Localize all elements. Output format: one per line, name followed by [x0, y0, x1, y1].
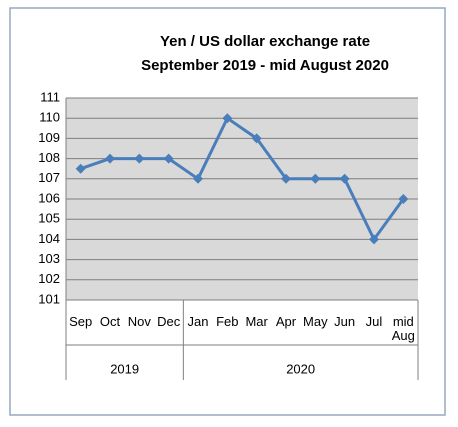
- data-point: [222, 113, 233, 124]
- y-tick-label: 101: [38, 291, 60, 306]
- data-point: [163, 153, 174, 164]
- data-point: [251, 133, 262, 144]
- data-point: [310, 173, 321, 184]
- y-tick-label: 111: [40, 89, 60, 104]
- x-tick-label: Nov: [127, 314, 151, 329]
- y-tick-label: 104: [38, 231, 60, 246]
- y-tick-label: 103: [38, 251, 60, 266]
- x-tick-label: May: [303, 314, 328, 329]
- x-tick-label: Jan: [187, 314, 209, 329]
- x-tick-label: mid Aug: [391, 314, 415, 343]
- x-tick-label: Apr: [275, 314, 297, 329]
- x-tick-label: Sep: [69, 314, 93, 329]
- chart-subtitle: September 2019 - mid August 2020: [141, 57, 389, 74]
- data-point: [134, 153, 145, 164]
- data-point: [105, 153, 115, 164]
- x-group-label: 2019: [110, 361, 139, 376]
- chart-title: Yen / US dollar exchange rate: [160, 33, 370, 50]
- y-tick-label: 109: [38, 130, 60, 145]
- x-tick-label: Mar: [245, 314, 268, 329]
- data-point: [193, 173, 203, 184]
- data-point: [281, 173, 291, 184]
- x-tick-label: Oct: [99, 314, 121, 329]
- data-point: [369, 234, 379, 245]
- y-tick-label: 102: [38, 271, 60, 286]
- data-point: [339, 173, 350, 184]
- data-point: [398, 194, 409, 204]
- y-tick-label: 108: [38, 150, 60, 165]
- x-group-label: 2020: [286, 361, 315, 376]
- y-tick-label: 106: [38, 190, 60, 205]
- x-tick-label: Dec: [157, 314, 181, 329]
- x-tick-label: Feb: [216, 314, 239, 329]
- x-tick-label: Jul: [365, 314, 383, 329]
- y-tick-label: 110: [39, 110, 60, 125]
- y-tick-label: 107: [38, 170, 60, 185]
- data-point: [75, 163, 86, 174]
- x-tick-label: Jun: [334, 314, 356, 329]
- y-tick-label: 105: [38, 211, 60, 226]
